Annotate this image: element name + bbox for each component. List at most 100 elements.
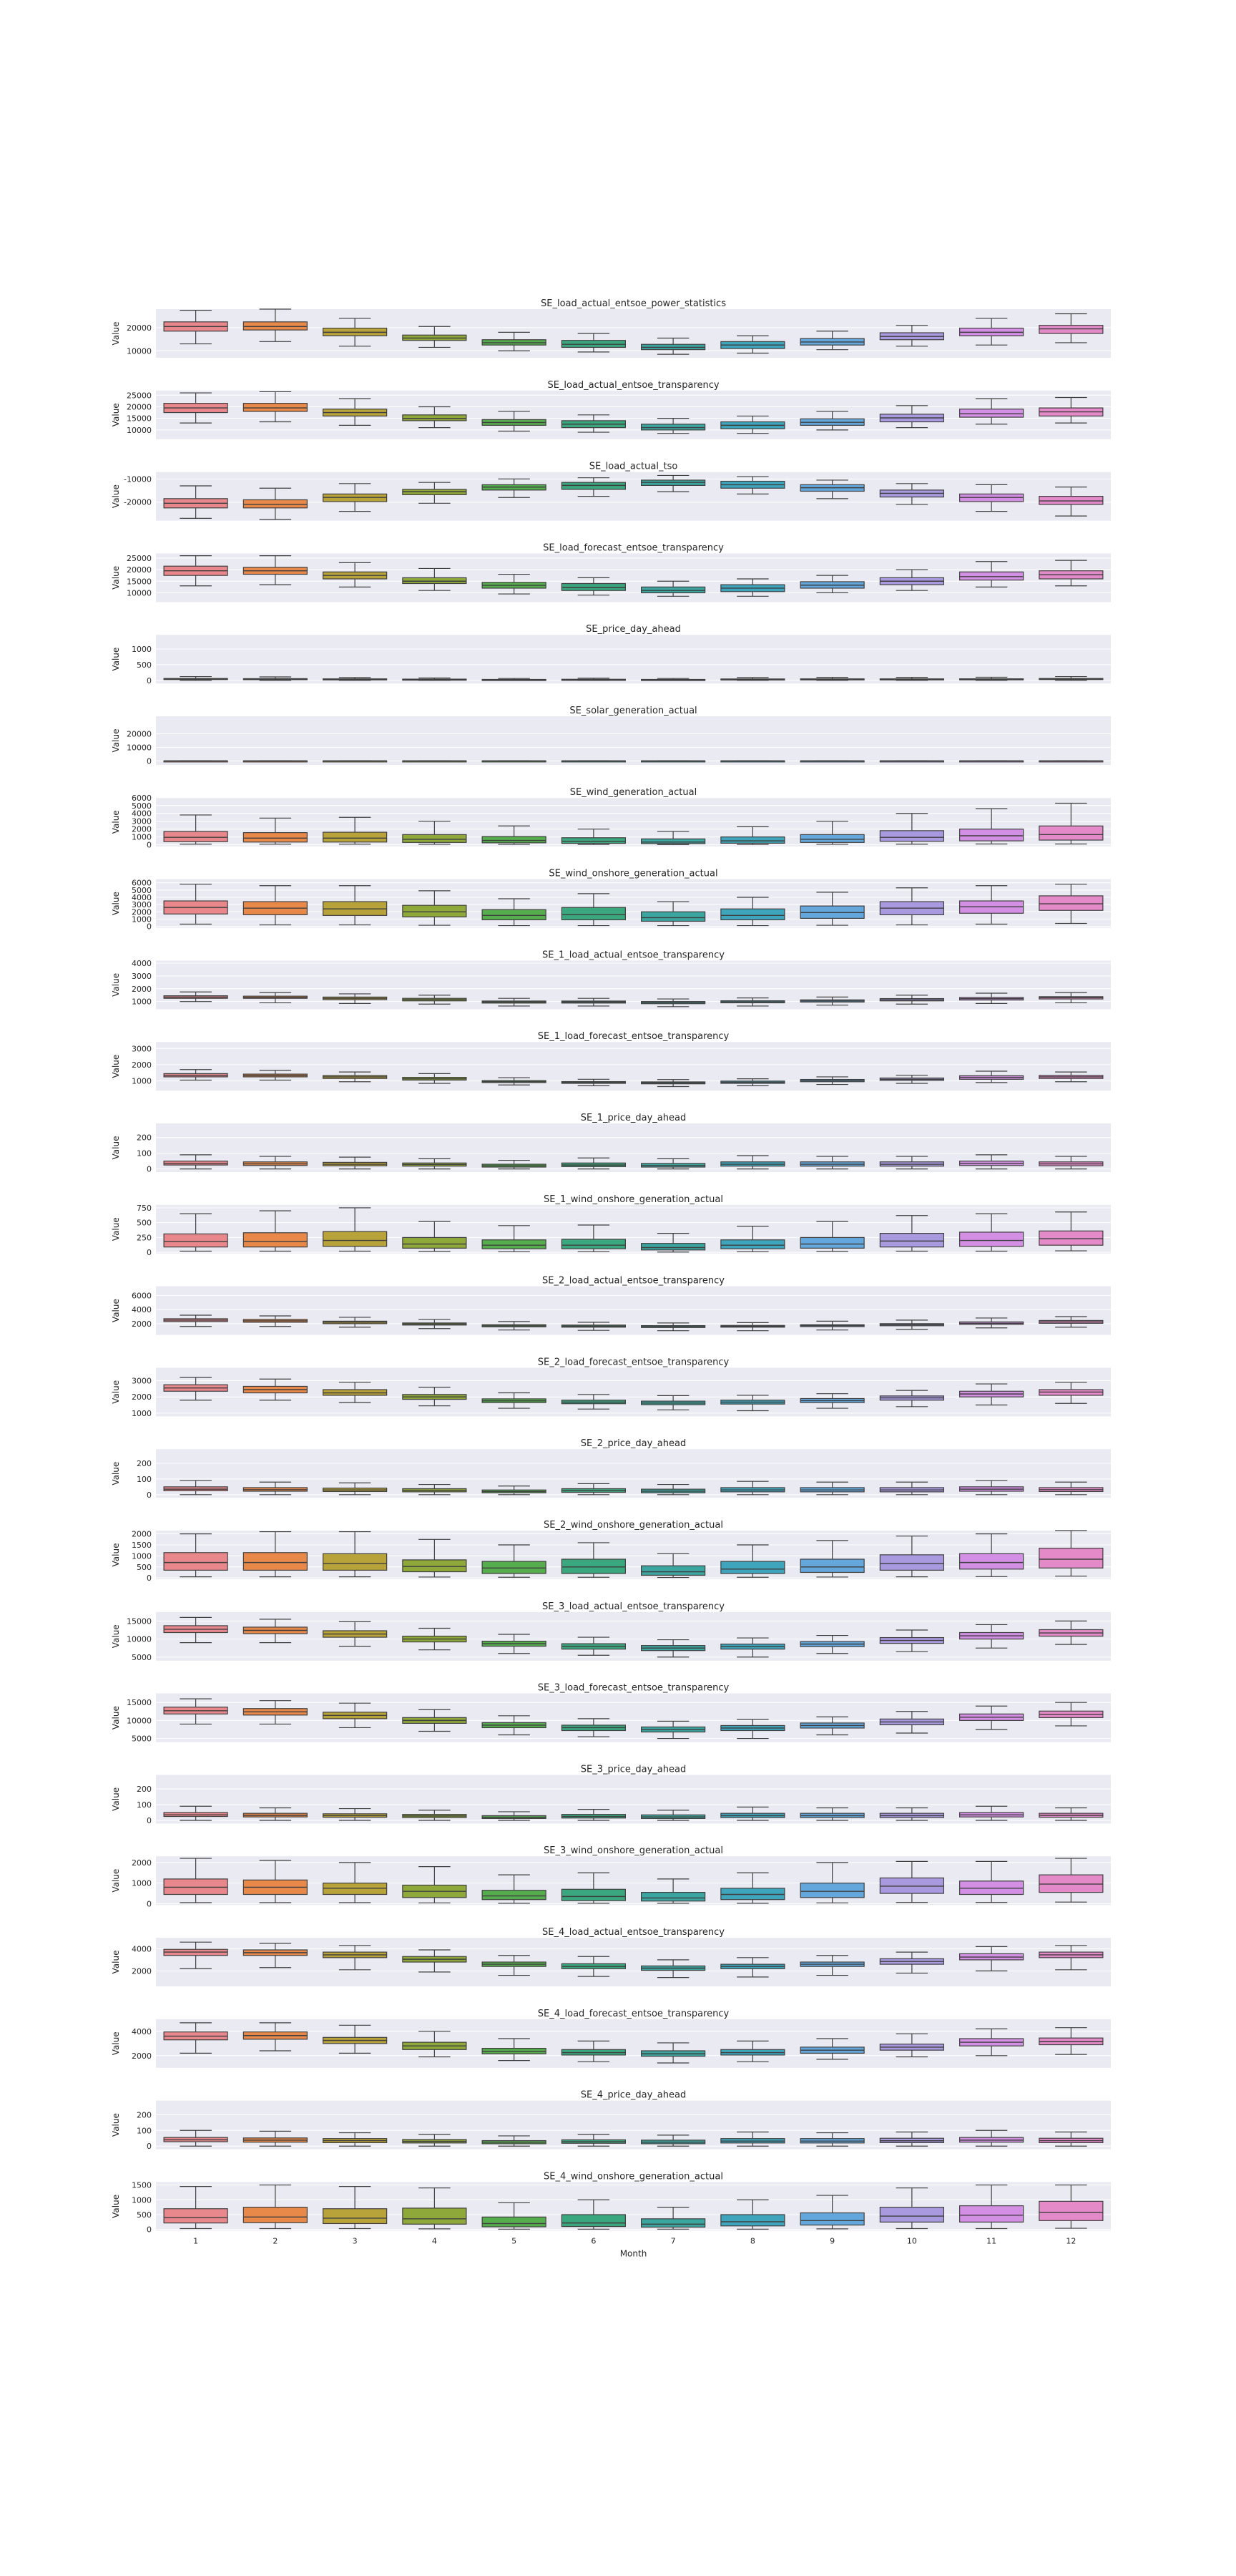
subplot-title: SE_2_wind_onshore_generation_actual	[544, 1520, 723, 1531]
box-month-4	[402, 1866, 467, 1903]
box-month-6	[561, 1636, 626, 1656]
box-month-2	[242, 1700, 308, 1725]
box-month-1	[163, 1213, 228, 1252]
box-month-9	[800, 2132, 865, 2147]
subplot-title: SE_2_price_day_ahead	[581, 1438, 686, 1449]
box-iqr	[163, 831, 228, 842]
box-month-6	[561, 1956, 626, 1977]
plot-area	[156, 1611, 1111, 1661]
box-month-6	[561, 2134, 626, 2147]
plot-area	[156, 390, 1111, 439]
box-month-6	[561, 1078, 626, 1087]
box-month-12	[1039, 884, 1104, 924]
box-month-6	[561, 2040, 626, 2062]
y-tick-label: 2000	[132, 907, 152, 917]
plot-area	[156, 1286, 1111, 1335]
panel-group: SE_load_actual_entsoe_power_statistics10…	[111, 298, 1111, 2245]
box-month-2	[242, 817, 308, 845]
box-month-1	[163, 1314, 228, 1327]
plot-area	[156, 960, 1111, 1010]
box-month-12	[1039, 560, 1104, 587]
box-month-11	[959, 992, 1024, 1004]
box-iqr	[323, 2208, 388, 2225]
box-month-8	[720, 2040, 785, 2062]
box-month-7	[641, 831, 706, 845]
box-iqr	[879, 1877, 944, 1894]
box-month-7	[641, 418, 706, 434]
box-month-4	[402, 677, 467, 681]
box-iqr	[163, 1878, 228, 1896]
box-month-5	[481, 1392, 546, 1409]
box-month-3	[323, 1621, 388, 1647]
box-month-2	[242, 1860, 308, 1903]
y-tick-label: 200	[137, 1785, 152, 1794]
box-month-10	[879, 1629, 944, 1652]
box-month-7	[641, 1158, 706, 1170]
box-iqr	[561, 2214, 626, 2228]
y-axis-label: Value	[111, 1136, 121, 1160]
y-tick-label: 15000	[127, 1616, 152, 1626]
box-month-12	[1039, 396, 1104, 424]
y-tick-label: 2000	[132, 1966, 152, 1976]
box-month-1	[163, 485, 228, 519]
box-iqr	[641, 1565, 706, 1576]
box-iqr	[720, 2214, 785, 2227]
box-month-8	[720, 1322, 785, 1332]
x-tick-label: 8	[750, 2236, 755, 2245]
x-tick-label: 5	[511, 2236, 516, 2245]
box-month-5	[481, 825, 546, 845]
subplot-title: SE_4_load_actual_entsoe_transparency	[542, 1927, 725, 1938]
y-tick-label: 0	[147, 676, 152, 686]
box-iqr	[481, 2216, 546, 2228]
box-month-9	[800, 1862, 865, 1903]
box-month-2	[242, 1210, 308, 1252]
box-month-2	[242, 676, 308, 681]
box-month-7	[641, 1553, 706, 1579]
subplot-title: SE_1_load_forecast_entsoe_transparency	[538, 1031, 730, 1042]
box-month-11	[959, 2129, 1024, 2147]
y-axis-label: Value	[111, 810, 121, 834]
y-tick-label: 4000	[132, 1305, 152, 1314]
box-month-10	[879, 1807, 944, 1821]
box-month-4	[402, 1319, 467, 1330]
y-tick-label: 5000	[132, 1653, 152, 1662]
subplot: SE_1_load_actual_entsoe_transparency 1000…	[111, 950, 1111, 1010]
y-axis-label: Value	[111, 2195, 121, 2218]
box-month-1	[163, 310, 228, 345]
y-tick-label: 5000	[132, 801, 152, 811]
box-month-5	[481, 478, 546, 498]
box-month-8	[720, 2199, 785, 2230]
box-month-8	[720, 2131, 785, 2147]
y-tick-label: 15000	[127, 1698, 152, 1707]
box-month-3	[323, 993, 388, 1004]
subplot: SE_3_load_actual_entsoe_transparency 5000…	[111, 1601, 1111, 1662]
box-month-3	[323, 760, 388, 763]
box-iqr	[481, 1239, 546, 1249]
box-month-11	[959, 561, 1024, 587]
box-month-2	[242, 1619, 308, 1644]
x-tick-label: 3	[353, 2236, 358, 2245]
box-month-5	[481, 1715, 546, 1736]
box-iqr	[242, 403, 308, 412]
y-tick-label: 4000	[132, 893, 152, 902]
box-month-8	[720, 1544, 785, 1578]
box-month-10	[879, 677, 944, 681]
subplot-title: SE_4_wind_onshore_generation_actual	[544, 2171, 723, 2182]
box-month-2	[242, 1156, 308, 1170]
box-month-9	[800, 677, 865, 681]
box-month-12	[1039, 1211, 1104, 1252]
box-month-7	[641, 2135, 706, 2147]
box-iqr	[1039, 2200, 1104, 2221]
box-month-8	[720, 997, 785, 1007]
box-month-10	[879, 483, 944, 505]
box-month-2	[242, 308, 308, 342]
box-month-3	[323, 816, 388, 845]
box-month-10	[879, 887, 944, 926]
box-month-4	[402, 1386, 467, 1407]
box-month-9	[800, 1716, 865, 1736]
box-month-12	[1039, 1807, 1104, 1821]
y-tick-label: 0	[147, 2225, 152, 2235]
box-month-5	[481, 1225, 546, 1252]
y-tick-label: 10000	[127, 1716, 152, 1725]
box-month-10	[879, 1319, 944, 1330]
